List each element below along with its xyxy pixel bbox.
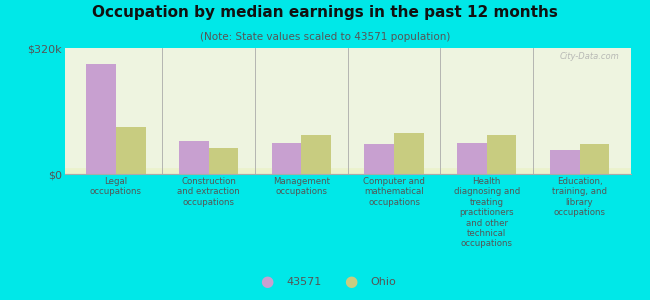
Bar [550, 150, 580, 174]
Bar [179, 140, 209, 174]
Bar [65, 170, 630, 172]
Bar [302, 135, 331, 174]
Bar [65, 171, 630, 174]
Text: Legal
occupations: Legal occupations [90, 177, 142, 197]
Bar [65, 170, 630, 172]
Bar [65, 171, 630, 173]
Bar [487, 135, 517, 174]
Text: Ohio: Ohio [370, 277, 396, 287]
Bar [65, 170, 630, 172]
Bar [65, 171, 630, 173]
Bar [365, 145, 394, 174]
Bar [65, 171, 630, 173]
Text: Management
occupations: Management occupations [273, 177, 330, 197]
Bar [65, 170, 630, 172]
Bar [65, 169, 630, 172]
Text: Education,
training, and
library
occupations: Education, training, and library occupat… [552, 177, 607, 217]
Bar [65, 169, 630, 172]
Bar [65, 170, 630, 172]
Bar [457, 143, 487, 174]
Text: ●: ● [260, 274, 273, 290]
Bar [65, 170, 630, 172]
Text: 43571: 43571 [286, 277, 321, 287]
Bar [65, 169, 630, 172]
Bar [65, 171, 630, 173]
Text: Computer and
mathematical
occupations: Computer and mathematical occupations [363, 177, 425, 207]
Bar [394, 133, 424, 174]
Bar [65, 169, 630, 172]
Bar [65, 170, 630, 172]
Bar [65, 169, 630, 172]
Bar [65, 170, 630, 173]
Bar [209, 148, 239, 174]
Bar [65, 170, 630, 173]
Text: Occupation by median earnings in the past 12 months: Occupation by median earnings in the pas… [92, 4, 558, 20]
Bar [65, 171, 630, 173]
Bar [65, 169, 630, 172]
Bar [65, 171, 630, 174]
Bar [65, 170, 630, 172]
Bar [116, 127, 146, 174]
Bar [65, 170, 630, 173]
Bar [65, 171, 630, 173]
Bar [65, 171, 630, 173]
Bar [65, 169, 630, 172]
Bar [65, 169, 630, 172]
Bar [580, 145, 609, 174]
Bar [272, 142, 302, 174]
Text: Health
diagnosing and
treating
practitioners
and other
technical
occupations: Health diagnosing and treating practitio… [454, 177, 520, 248]
Text: City-Data.com: City-Data.com [560, 52, 619, 61]
Bar [65, 170, 630, 173]
Text: Construction
and extraction
occupations: Construction and extraction occupations [177, 177, 240, 207]
Bar [65, 172, 630, 174]
Bar [65, 170, 630, 173]
Bar [65, 171, 630, 174]
Bar [65, 171, 630, 174]
Bar [65, 171, 630, 174]
Bar [65, 170, 630, 173]
Bar [65, 169, 630, 172]
Bar [65, 169, 630, 172]
Bar [65, 171, 630, 174]
Bar [65, 171, 630, 173]
Bar [65, 170, 630, 173]
Bar [65, 169, 630, 172]
Text: ●: ● [344, 274, 358, 290]
Text: (Note: State values scaled to 43571 population): (Note: State values scaled to 43571 popu… [200, 32, 450, 41]
Bar [65, 171, 630, 174]
Bar [65, 169, 630, 172]
Bar [65, 171, 630, 173]
Bar [65, 169, 630, 172]
Bar [65, 170, 630, 173]
Bar [65, 170, 630, 172]
Bar [86, 64, 116, 174]
Bar [65, 170, 630, 172]
Bar [65, 171, 630, 174]
Bar [65, 171, 630, 173]
